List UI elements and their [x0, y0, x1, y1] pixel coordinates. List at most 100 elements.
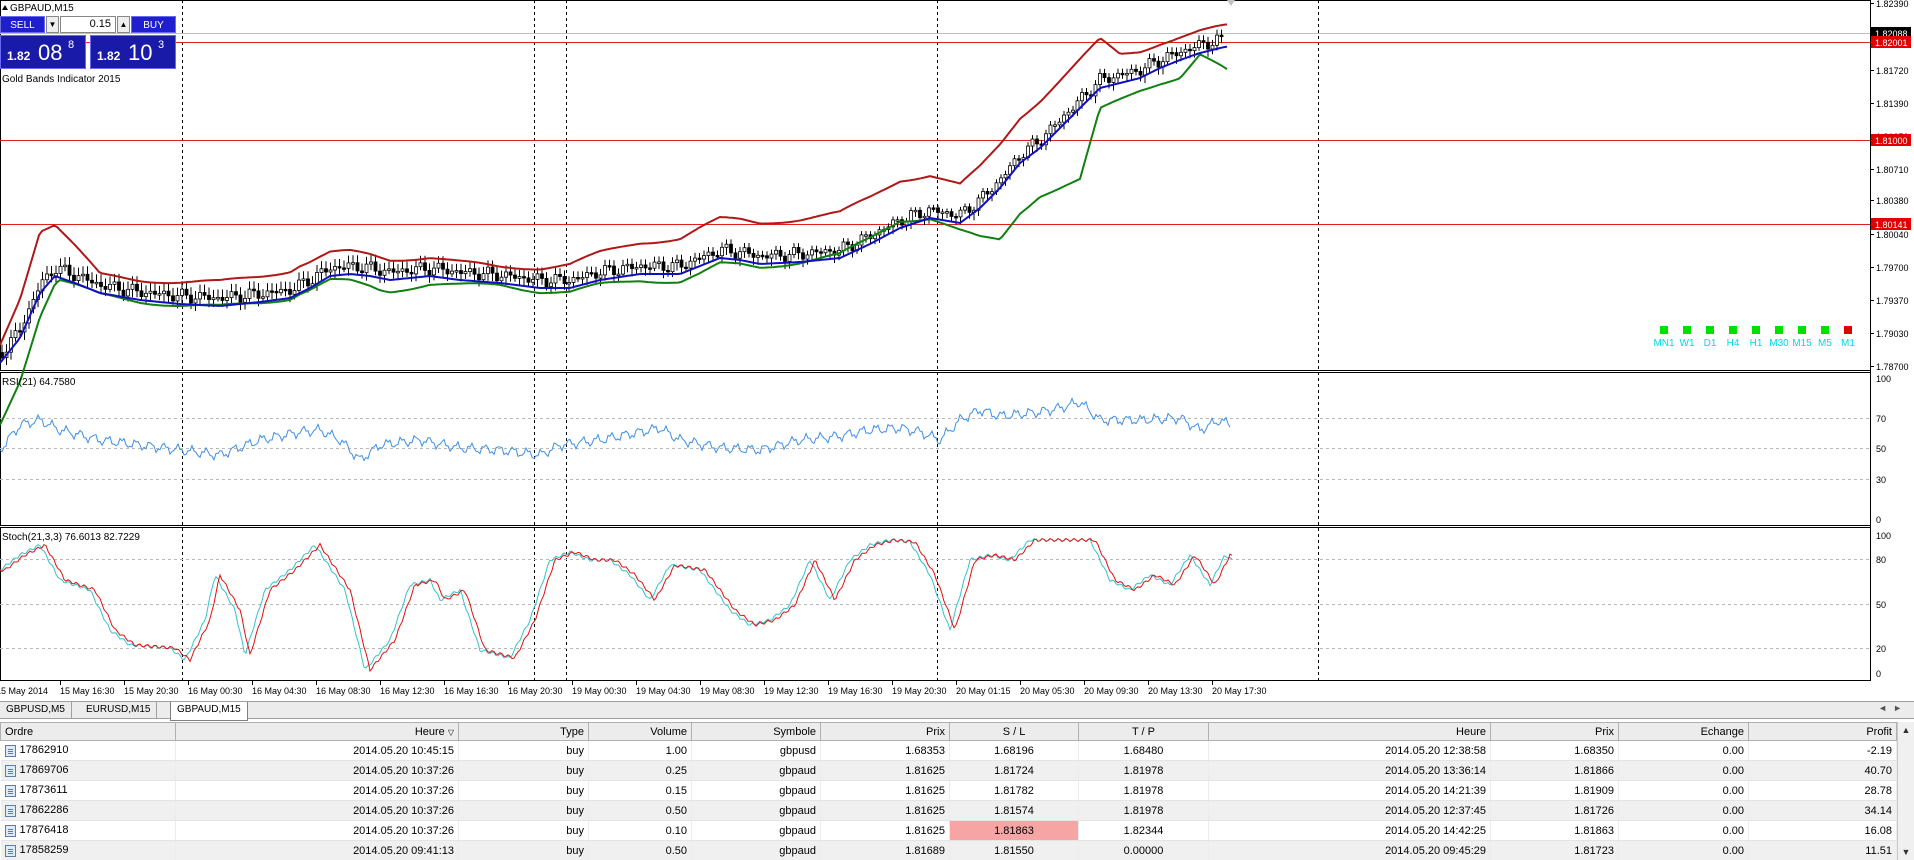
candle-body	[522, 276, 526, 279]
candle-body	[936, 207, 940, 213]
candle-body	[715, 255, 720, 258]
scroll-down-icon[interactable]: ▼	[1901, 847, 1911, 857]
candle-body	[162, 290, 166, 295]
column-heure-close[interactable]: Heure	[1208, 722, 1491, 741]
candle-body	[270, 290, 274, 293]
column-prix[interactable]: Prix	[820, 722, 950, 741]
table-cell: 17869706	[0, 760, 176, 781]
candle-body	[1003, 174, 1008, 179]
table-row[interactable]: 17862910 2014.05.20 10:45:15 buy 1.00 gbpusd…	[0, 740, 1897, 761]
timeframe-label: H4	[1727, 338, 1740, 349]
table-cell: 1.81978	[1078, 760, 1209, 781]
sell-price-small: 1.82	[7, 49, 31, 63]
timeframe-square	[1729, 326, 1737, 334]
table-row[interactable]: 17876418 2014.05.20 10:37:26 buy 0.10 gbpaud…	[0, 820, 1897, 841]
symbol-label: GBPAUD,M15	[10, 3, 74, 14]
column-tp[interactable]: T / P	[1078, 722, 1209, 741]
candle-body	[333, 266, 337, 271]
table-row[interactable]: 17869706 2014.05.20 10:37:26 buy 0.25 gbpaud…	[0, 760, 1897, 781]
candle-body	[675, 259, 679, 264]
candle-body	[1156, 60, 1161, 68]
candle-body	[688, 260, 693, 269]
tab-scroll-arrows-icon[interactable]: ◄►	[1878, 703, 1908, 713]
volume-input[interactable]: 0.15	[60, 16, 116, 33]
candle-body	[193, 298, 198, 304]
table-row[interactable]: 17873611 2014.05.20 10:37:26 buy 0.15 gbpaud…	[0, 780, 1897, 801]
table-cell-value: 0.00	[1722, 744, 1744, 757]
buy-price-box[interactable]: 1.82 10 3	[90, 35, 176, 69]
scroll-up-icon[interactable]: ▲	[1901, 725, 1911, 735]
price-label-background	[1871, 134, 1911, 146]
timeframe-square	[1660, 326, 1668, 334]
table-cell: 0.00	[1618, 760, 1749, 781]
table-cell-value: gbpaud	[779, 764, 816, 777]
candle-body	[247, 288, 252, 299]
tab-gbpaud-m15[interactable]: GBPAUD,M15	[170, 702, 248, 721]
candle-body	[94, 281, 99, 285]
collapse-triangle-icon[interactable]	[2, 5, 8, 10]
volume-down-icon[interactable]: ▼	[46, 16, 59, 33]
column-ordre[interactable]: Ordre	[0, 722, 176, 741]
table-cell: 1.81724	[949, 760, 1079, 781]
orders-scrollbar[interactable]: ▲ ▼	[1897, 722, 1914, 860]
column-echange[interactable]: Echange	[1618, 722, 1749, 741]
stoch-tick-label: 50	[1876, 600, 1886, 610]
candle-body	[805, 254, 810, 260]
candle-body	[427, 269, 432, 276]
candle-body	[702, 255, 706, 260]
candle-body	[315, 272, 319, 285]
timeframe-label: M15	[1792, 338, 1812, 349]
rsi-axis: 100 70 50 30 0	[1876, 374, 1891, 525]
table-cell-value: 17876418	[19, 824, 69, 837]
candle-body	[697, 257, 702, 260]
price-tick-label: 1.80040	[1876, 230, 1909, 240]
buy-button[interactable]: BUY	[131, 16, 176, 33]
candle-body	[279, 288, 283, 294]
table-cell-value: gbpaud	[779, 824, 816, 837]
table-cell: 17876418	[0, 820, 176, 841]
order-doc-icon	[4, 764, 16, 777]
timeframe-label: M5	[1818, 338, 1832, 349]
column-volume[interactable]: Volume	[588, 722, 692, 741]
candle-body	[1138, 70, 1143, 76]
column-symbole[interactable]: Symbole	[691, 722, 821, 741]
sell-button[interactable]: SELL	[0, 16, 45, 33]
candle-body	[130, 283, 135, 290]
table-cell-value: buy	[566, 804, 584, 817]
table-cell: 1.68350	[1490, 740, 1619, 761]
column-prix-close[interactable]: Prix	[1490, 722, 1619, 741]
candle-body	[414, 266, 418, 275]
candle-body	[342, 267, 346, 270]
price-tick-label: 1.80710	[1876, 165, 1909, 175]
price-label-background	[1871, 36, 1911, 48]
time-tick-label: 19 May 00:30	[572, 686, 627, 696]
candle-body	[1125, 73, 1129, 76]
sell-price-box[interactable]: 1.82 08 8	[0, 35, 86, 69]
table-cell: 1.81574	[949, 800, 1079, 821]
column-sl[interactable]: S / L	[949, 722, 1079, 741]
tab-eurusd-m15[interactable]: EURUSD,M15	[80, 702, 158, 719]
candle-body	[238, 294, 243, 303]
candle-body	[454, 270, 459, 273]
candle-body	[612, 265, 616, 275]
candle-body	[1107, 77, 1111, 83]
candle-body	[472, 268, 477, 275]
timeframe-square	[1683, 326, 1691, 334]
table-cell-value: buy	[566, 744, 584, 757]
candle-body	[580, 277, 585, 280]
table-cell-value: 17873611	[19, 784, 68, 797]
candle-body	[783, 255, 787, 262]
column-type[interactable]: Type	[458, 722, 589, 741]
time-tick-label: 16 May 08:30	[316, 686, 371, 696]
column-profit[interactable]: Profit	[1748, 722, 1897, 741]
tab-gbpusd-m5[interactable]: GBPUSD,M5	[0, 702, 72, 719]
table-cell: 1.81782	[949, 780, 1079, 801]
chart-area[interactable]: GBPAUD,M15 Gold Bands Indicator 2015 RSI…	[0, 0, 1914, 700]
column-heure[interactable]: Heure ▽	[175, 722, 459, 741]
table-row[interactable]: 17862286 2014.05.20 10:37:26 buy 0.50 gbpaud…	[0, 800, 1897, 821]
table-row[interactable]: 17858259 2014.05.20 09:41:13 buy 0.50 gbpaud…	[0, 840, 1897, 860]
table-cell: 0.00	[1618, 840, 1749, 860]
candlesticks	[0, 29, 1224, 366]
volume-up-icon[interactable]: ▲	[117, 16, 130, 33]
candle-body	[495, 272, 499, 282]
